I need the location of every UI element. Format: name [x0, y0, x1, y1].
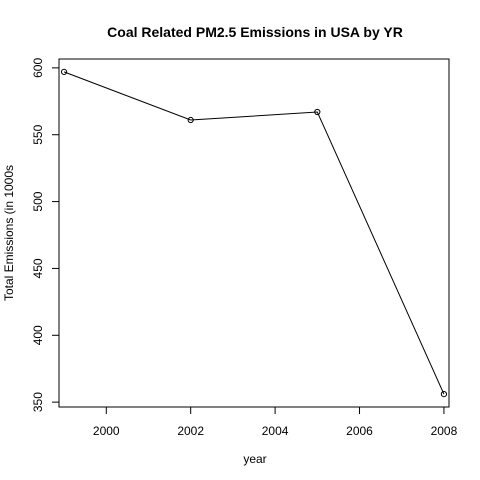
y-tick-label-500: 500	[31, 191, 45, 211]
y-tick-label-550: 550	[31, 124, 45, 144]
x-tick-label-2004: 2004	[262, 424, 289, 438]
y-tick-label-600: 600	[31, 58, 45, 78]
y-tick-label-350: 350	[31, 392, 45, 412]
y-axis-title: Total Emissions (in 1000s	[2, 165, 16, 301]
y-tick-label-400: 400	[31, 325, 45, 345]
data-point-2008	[440, 391, 448, 398]
x-axis-title: year	[243, 452, 266, 466]
data-point-2002	[187, 116, 194, 124]
x-tick-label-2008: 2008	[431, 424, 458, 438]
x-tick-label-2006: 2006	[346, 424, 373, 438]
x-tick-label-2002: 2002	[177, 424, 204, 438]
data-point-2005	[314, 108, 321, 116]
plot-frame	[58, 58, 450, 408]
x-tick-label-2000: 2000	[93, 424, 120, 438]
y-axis: 350 400 450 500 550 600	[31, 58, 60, 412]
series-0-line	[63, 71, 445, 395]
data-point-1999	[60, 68, 68, 75]
chart-title: Coal Related PM2.5 Emissions in USA by Y…	[107, 24, 403, 40]
x-axis: 2000 2002 2004 2006 2008	[93, 406, 458, 438]
series-layer	[60, 68, 448, 398]
axes: 2000 2002 2004 2006 2008 350 400 450 500 550 600	[31, 58, 458, 438]
y-tick-label-450: 450	[31, 258, 45, 278]
